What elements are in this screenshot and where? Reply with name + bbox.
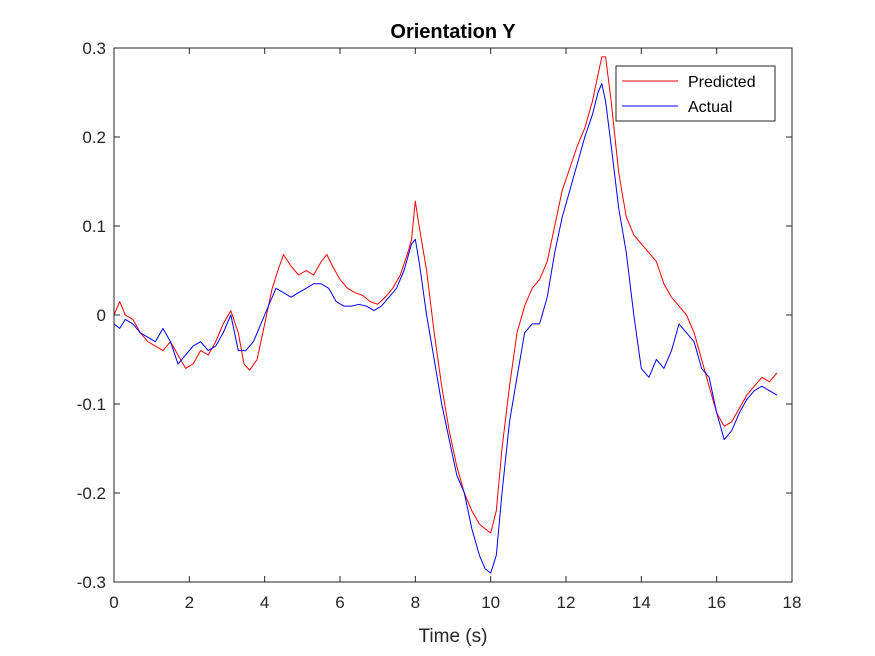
y-tick-label: -0.2 bbox=[77, 484, 106, 503]
y-tick-label: 0.1 bbox=[82, 217, 106, 236]
x-tick-label: 6 bbox=[335, 593, 344, 612]
y-tick-label: 0.2 bbox=[82, 128, 106, 147]
series-line-actual bbox=[113, 83, 778, 574]
y-tick-label: 0.3 bbox=[82, 39, 106, 58]
legend-box bbox=[615, 65, 776, 122]
plot-area: 0 2 4 6 8 10 12 14 16 18 -0.3 -0.2 -0.1 0 0.1 0.2 0.3 bbox=[77, 39, 802, 612]
x-tick-label: 0 bbox=[109, 593, 118, 612]
y-tick-label: 0 bbox=[97, 306, 106, 325]
x-tick-label: 12 bbox=[557, 593, 576, 612]
chart-title: Orientation Y bbox=[390, 21, 516, 43]
plot-background bbox=[114, 48, 792, 582]
legend: Predicted Actual bbox=[615, 65, 776, 122]
x-tick-label: 8 bbox=[411, 593, 420, 612]
x-tick-label: 18 bbox=[783, 593, 802, 612]
tick-layer: 0 2 4 6 8 10 12 14 16 18 -0.3 -0.2 -0.1 0 0.1 0.2 0.3 bbox=[77, 39, 802, 612]
legend-label-predicted: Predicted bbox=[688, 74, 756, 91]
x-axis-label: Time (s) bbox=[419, 626, 488, 647]
series-line-predicted bbox=[113, 56, 778, 534]
y-tick-label: -0.1 bbox=[77, 395, 106, 414]
legend-label-actual: Actual bbox=[688, 99, 732, 116]
series-layer bbox=[113, 56, 778, 574]
x-tick-label: 16 bbox=[707, 593, 726, 612]
x-tick-label: 14 bbox=[632, 593, 651, 612]
x-tick-label: 4 bbox=[260, 593, 269, 612]
x-tick-label: 10 bbox=[481, 593, 500, 612]
y-tick-label: -0.3 bbox=[77, 573, 106, 592]
x-tick-label: 2 bbox=[185, 593, 194, 612]
